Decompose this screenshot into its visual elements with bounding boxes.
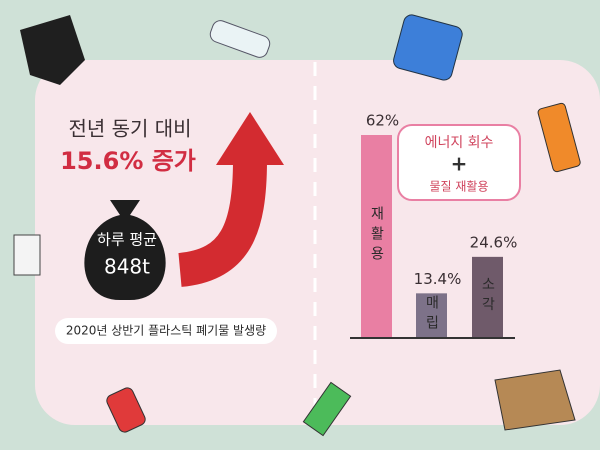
bottle-icon bbox=[209, 20, 271, 58]
category-label: 소각 bbox=[480, 277, 496, 317]
box-icon bbox=[494, 369, 576, 431]
snack-icon bbox=[537, 102, 581, 173]
garbage-bag bbox=[84, 200, 166, 300]
headline-line1: 전년 동기 대비 bbox=[68, 117, 191, 141]
tube-icon bbox=[302, 381, 352, 437]
callout-box bbox=[397, 124, 521, 201]
callout-line1: 에너지 회수 bbox=[425, 135, 494, 151]
arrow-shaft bbox=[177, 159, 267, 287]
callout-line2: 물질 재활용 bbox=[429, 180, 488, 194]
callout-plus: + bbox=[451, 152, 468, 176]
plastic-bag-icon bbox=[20, 15, 85, 85]
footnote-pill bbox=[55, 318, 277, 344]
daily-label: 하루 평균 bbox=[97, 231, 157, 249]
category-label: 매립 bbox=[424, 295, 440, 335]
value-label: 24.6% bbox=[470, 233, 518, 251]
value-label: 62% bbox=[366, 112, 399, 130]
headline-line2: 15.6% 증가 bbox=[60, 147, 196, 175]
arrow-head bbox=[216, 112, 284, 165]
bar bbox=[472, 256, 503, 337]
daily-value: 848t bbox=[104, 255, 150, 279]
category-label: 재활용 bbox=[369, 206, 385, 266]
can-icon bbox=[106, 387, 146, 433]
bar bbox=[416, 293, 447, 337]
cup-icon bbox=[13, 234, 41, 276]
value-label: 13.4% bbox=[414, 270, 462, 288]
ice-pack-icon bbox=[393, 14, 463, 81]
footnote: 2020년 상반기 플라스틱 폐기물 발생량 bbox=[66, 324, 266, 338]
bar bbox=[361, 135, 392, 337]
